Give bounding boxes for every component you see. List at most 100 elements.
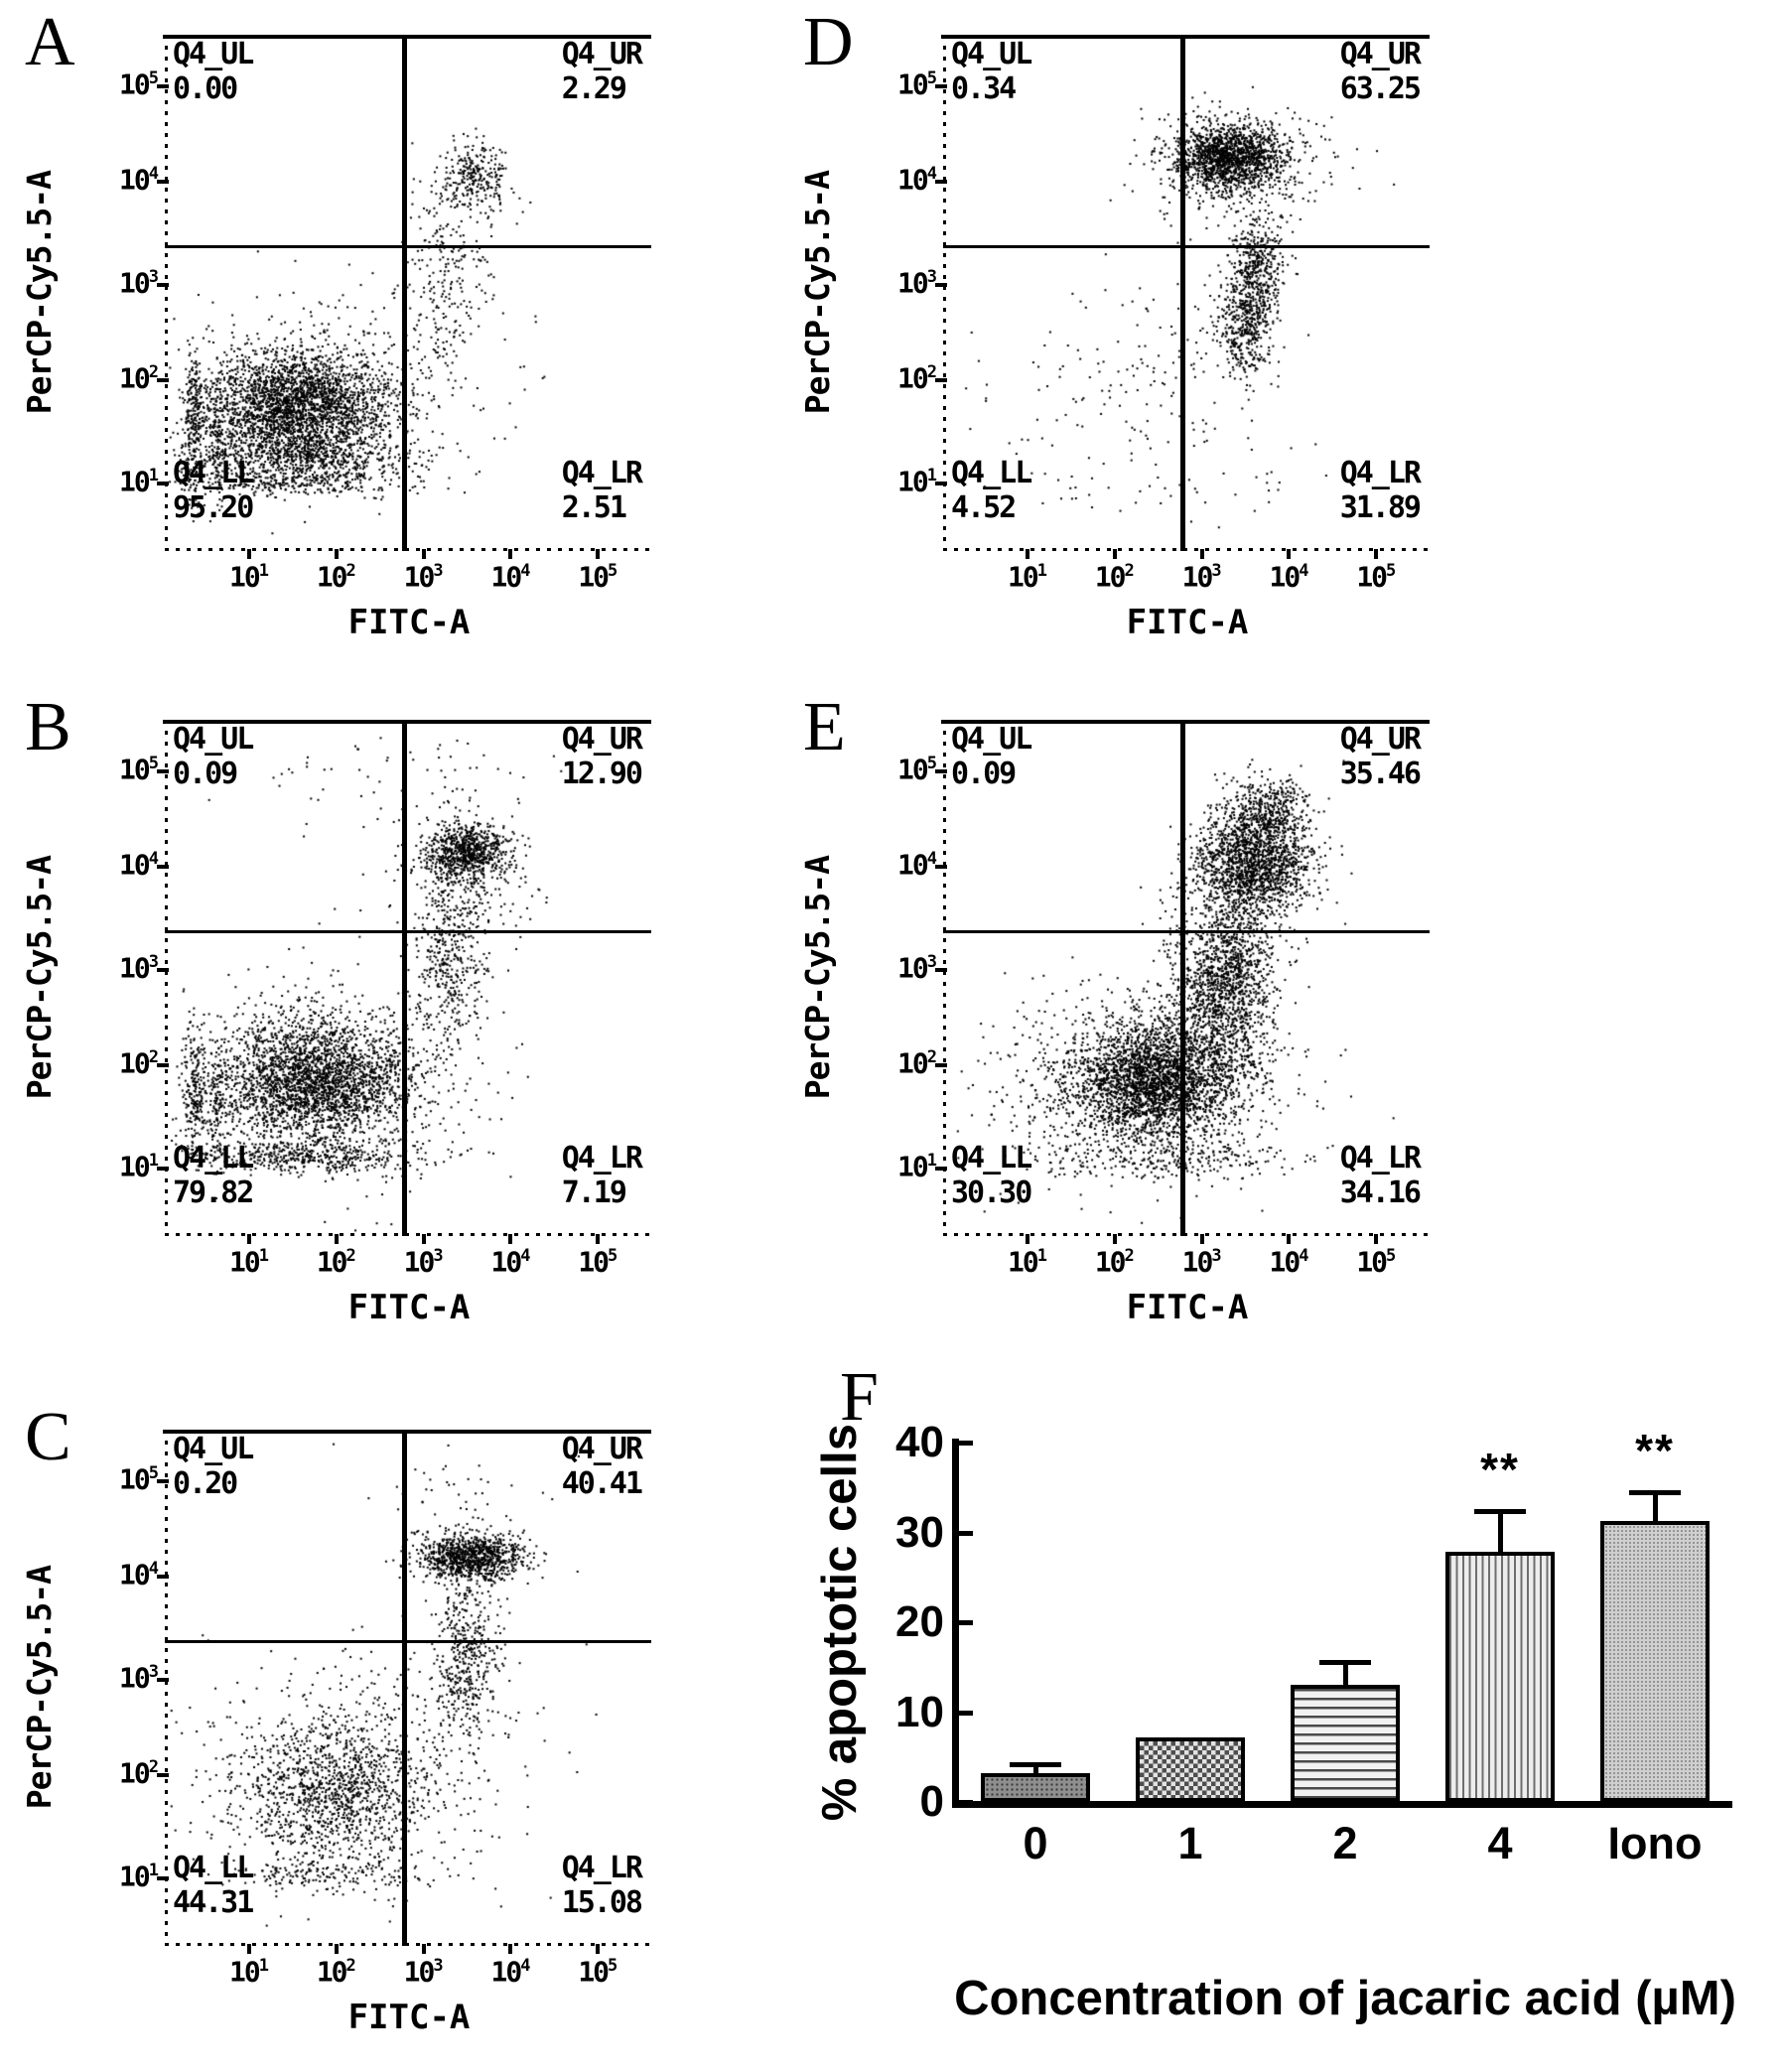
y-major-tick bbox=[935, 378, 947, 383]
x-tick-label: 105 bbox=[578, 560, 618, 594]
y-major-tick bbox=[935, 180, 947, 185]
y-axis-title: PerCP-Cy5.5-A bbox=[797, 856, 837, 1100]
bar-0 bbox=[981, 1773, 1090, 1802]
y-major-tick bbox=[157, 769, 169, 773]
y-axis-line bbox=[165, 720, 168, 1236]
x-major-tick bbox=[334, 1944, 339, 1954]
plot-area: Q4_UL 0.34 Q4_UR 63.25 Q4_LL 4.52 Q4_LR … bbox=[897, 35, 1430, 591]
y-tick-label: 102 bbox=[119, 361, 159, 395]
x-tick-label: 103 bbox=[403, 1245, 444, 1279]
x-major-tick bbox=[1374, 549, 1379, 559]
x-tick-label: 102 bbox=[1094, 560, 1135, 594]
x-major-tick bbox=[1287, 549, 1292, 559]
x-tick-label: 105 bbox=[1356, 1245, 1397, 1279]
y-major-tick bbox=[157, 1678, 169, 1683]
y-major-tick bbox=[157, 378, 169, 383]
y-tick-label: 103 bbox=[119, 951, 159, 985]
quadrant-divider-horizontal bbox=[165, 245, 651, 249]
significance-marker: ** bbox=[1635, 1424, 1675, 1476]
x-axis-line bbox=[165, 1233, 651, 1236]
x-tick-label: 101 bbox=[1007, 1245, 1047, 1279]
scatter-dot-cloud bbox=[945, 720, 1430, 1236]
scatter-dot-cloud bbox=[167, 1430, 651, 1946]
y-tick-label: 105 bbox=[119, 1462, 159, 1496]
x-tick-label: 105 bbox=[578, 1245, 618, 1279]
error-bar-cap bbox=[1474, 1509, 1526, 1515]
x-axis-title: FITC-A bbox=[347, 603, 471, 642]
x-major-tick bbox=[246, 549, 251, 559]
bar-x-axis-line bbox=[952, 1801, 1732, 1808]
x-tick-label: 103 bbox=[1181, 560, 1222, 594]
x-tick-label: 101 bbox=[1007, 560, 1047, 594]
bar-y-tick-mark bbox=[959, 1710, 973, 1716]
scatter-dot-cloud bbox=[945, 35, 1430, 551]
bar-x-category-label: 2 bbox=[1332, 1818, 1358, 1868]
y-major-tick bbox=[935, 283, 947, 288]
x-major-tick bbox=[1112, 1234, 1117, 1244]
y-tick-label: 102 bbox=[119, 1756, 159, 1790]
x-tick-label: 104 bbox=[490, 1245, 531, 1279]
bar-x-axis-title: Concentration of jacaric acid (µM) bbox=[954, 1972, 1736, 2025]
x-tick-label: 104 bbox=[490, 560, 531, 594]
bar-Iono bbox=[1600, 1520, 1710, 1802]
x-tick-label: 102 bbox=[1094, 1245, 1135, 1279]
x-tick-label: 101 bbox=[228, 1245, 269, 1279]
x-major-tick bbox=[1112, 549, 1117, 559]
flow-scatter-panel-E: E PerCP-Cy5.5-A Q4_UL 0.09 Q4_UR 35.46 Q… bbox=[798, 693, 1430, 1327]
y-tick-label: 104 bbox=[897, 848, 937, 882]
quadrant-divider-vertical bbox=[402, 1430, 408, 1946]
x-major-tick bbox=[1199, 549, 1204, 559]
bar-y-axis-line bbox=[952, 1439, 959, 1808]
y-major-tick bbox=[935, 968, 947, 973]
y-major-tick bbox=[935, 84, 947, 88]
flow-scatter-panel-A: A PerCP-Cy5.5-A Q4_UL 0.00 Q4_UR 2.29 Q4… bbox=[20, 8, 651, 642]
y-axis-line bbox=[165, 1430, 168, 1946]
bar-y-tick-mark bbox=[959, 1530, 973, 1536]
y-major-tick bbox=[935, 1167, 947, 1172]
y-tick-label: 102 bbox=[119, 1046, 159, 1080]
x-major-tick bbox=[596, 549, 601, 559]
scatter-dot-cloud bbox=[167, 35, 651, 551]
quadrant-divider-vertical bbox=[1180, 720, 1186, 1236]
x-major-tick bbox=[1025, 549, 1029, 559]
y-major-tick bbox=[157, 968, 169, 973]
bar-y-tick-label: 0 bbox=[919, 1777, 944, 1826]
x-major-tick bbox=[421, 1234, 426, 1244]
y-major-tick bbox=[157, 180, 169, 185]
x-tick-label: 104 bbox=[1269, 560, 1309, 594]
y-major-tick bbox=[157, 1876, 169, 1881]
y-tick-label: 101 bbox=[119, 1860, 159, 1893]
panel-letter: D bbox=[803, 4, 854, 80]
y-tick-label: 104 bbox=[119, 163, 159, 197]
bar-x-category-label: 0 bbox=[1023, 1818, 1048, 1868]
x-major-tick bbox=[421, 549, 426, 559]
y-major-tick bbox=[157, 1167, 169, 1172]
panel-letter: E bbox=[803, 689, 846, 765]
y-tick-label: 104 bbox=[119, 1558, 159, 1591]
y-major-tick bbox=[157, 1479, 169, 1483]
y-tick-label: 105 bbox=[897, 753, 937, 786]
plot-area: Q4_UL 0.09 Q4_UR 12.90 Q4_LL 79.82 Q4_LR… bbox=[119, 720, 651, 1276]
x-major-tick bbox=[1025, 1234, 1029, 1244]
x-axis-title: FITC-A bbox=[1126, 1288, 1249, 1327]
error-bar-whisker bbox=[1342, 1665, 1348, 1688]
plot-area: Q4_UL 0.20 Q4_UR 40.41 Q4_LL 44.31 Q4_LR… bbox=[119, 1430, 651, 1986]
y-tick-label: 103 bbox=[119, 266, 159, 300]
bar-y-tick-label: 20 bbox=[895, 1597, 944, 1646]
x-major-tick bbox=[1287, 1234, 1292, 1244]
x-major-tick bbox=[596, 1944, 601, 1954]
flow-scatter-panel-B: B PerCP-Cy5.5-A Q4_UL 0.09 Q4_UR 12.90 Q… bbox=[20, 693, 651, 1327]
quadrant-divider-horizontal bbox=[165, 1640, 651, 1644]
x-tick-label: 102 bbox=[316, 1245, 356, 1279]
error-bar-whisker bbox=[1497, 1514, 1503, 1555]
x-tick-label: 105 bbox=[578, 1955, 618, 1989]
y-tick-label: 101 bbox=[119, 1150, 159, 1183]
x-axis-title: FITC-A bbox=[347, 1998, 471, 2037]
y-tick-label: 102 bbox=[897, 361, 937, 395]
x-axis-title: FITC-A bbox=[1126, 603, 1249, 642]
bar-y-tick-label: 30 bbox=[895, 1507, 944, 1557]
x-axis-title: FITC-A bbox=[347, 1288, 471, 1327]
plot-area: Q4_UL 0.00 Q4_UR 2.29 Q4_LL 95.20 Q4_LR … bbox=[119, 35, 651, 591]
quadrant-divider-vertical bbox=[402, 35, 408, 551]
y-major-tick bbox=[157, 1063, 169, 1068]
